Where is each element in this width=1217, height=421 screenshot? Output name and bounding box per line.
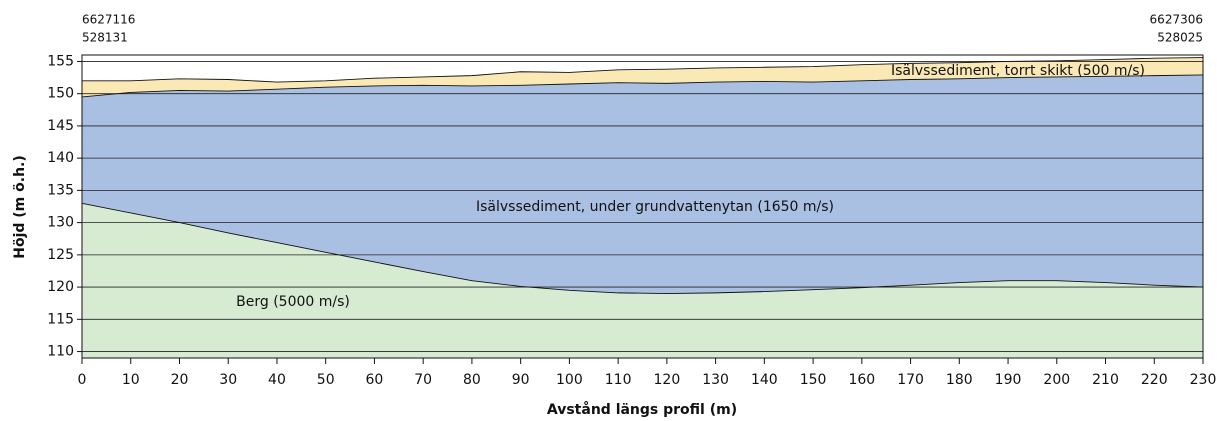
x-tick-label: 160: [848, 372, 875, 388]
x-tick-label: 230: [1190, 372, 1217, 388]
x-tick-label: 10: [122, 372, 140, 388]
x-tick-label: 0: [78, 372, 87, 388]
x-tick-label: 180: [946, 372, 973, 388]
layer-area: [82, 74, 1203, 294]
layer-area: [82, 57, 1203, 97]
x-tick-label: 30: [219, 372, 237, 388]
layer-label: Berg (5000 m/s): [236, 294, 350, 310]
x-tick-label: 150: [800, 372, 827, 388]
start-coordinate: 6627116: [82, 13, 135, 27]
x-tick-label: 130: [702, 372, 729, 388]
x-tick-label: 110: [605, 372, 632, 388]
x-tick-label: 20: [171, 372, 189, 388]
layer-boundary: [81, 202, 1204, 294]
x-axis-label: Avstånd längs profil (m): [547, 401, 737, 418]
y-tick-label: 115: [47, 311, 74, 327]
y-tick-label: 110: [47, 344, 74, 360]
x-tick-label: 190: [995, 372, 1022, 388]
x-tick-label: 40: [268, 372, 286, 388]
y-tick-label: 150: [47, 86, 74, 102]
y-tick-label: 130: [47, 215, 74, 231]
end-coordinate: 528025: [1157, 31, 1203, 45]
layer-label: Isälvssediment, torrt skikt (500 m/s): [891, 63, 1145, 79]
start-coordinate: 528131: [82, 31, 128, 45]
x-tick-label: 90: [512, 372, 530, 388]
x-tick-label: 80: [463, 372, 481, 388]
y-tick-label: 140: [47, 150, 74, 166]
x-tick-label: 50: [317, 372, 335, 388]
layer-boundary: [82, 57, 1204, 83]
x-tick-label: 170: [897, 372, 924, 388]
x-tick-label: 100: [556, 372, 583, 388]
layer-boundary: [81, 74, 1204, 98]
y-axis-label: Höjd (m ö.h.): [12, 155, 28, 259]
x-tick-label: 70: [414, 372, 432, 388]
plot-frame: [81, 54, 1204, 359]
layer-label: Isälvssediment, under grundvattenytan (1…: [476, 199, 834, 215]
x-tick-label: 120: [654, 372, 681, 388]
y-tick-label: 125: [47, 247, 74, 263]
x-tick-label: 210: [1092, 372, 1119, 388]
x-tick-label: 140: [751, 372, 778, 388]
y-tick-label: 135: [47, 182, 74, 198]
x-tick-label: 220: [1141, 372, 1168, 388]
y-tick-label: 145: [47, 118, 74, 134]
x-tick-label: 60: [366, 372, 384, 388]
x-tick-label: 200: [1043, 372, 1070, 388]
y-tick-label: 155: [47, 53, 74, 69]
end-coordinate: 6627306: [1150, 13, 1203, 27]
y-tick-label: 120: [47, 279, 74, 295]
